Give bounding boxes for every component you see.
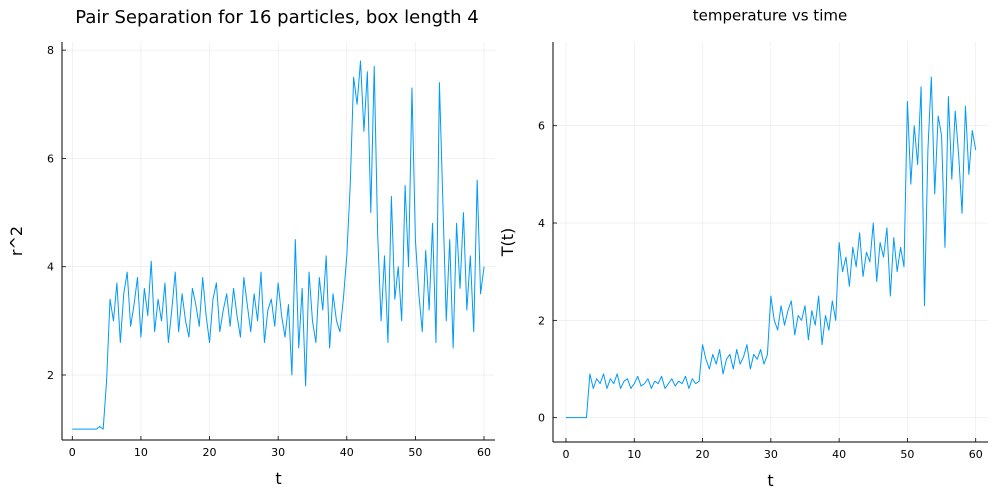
x-axis-label: t (767, 471, 773, 490)
data-line (565, 76, 977, 419)
y-axis-label: T(t) (498, 228, 517, 258)
y-tick-label: 8 (47, 44, 54, 57)
x-tick-label: 60 (969, 448, 983, 461)
y-axis-label: r^2 (7, 226, 26, 256)
x-axis-label: t (275, 469, 281, 488)
y-tick-label: 2 (47, 369, 54, 382)
y-tick-label: 6 (47, 152, 54, 165)
x-tick-label: 10 (627, 448, 641, 461)
x-tick-label: 60 (477, 446, 491, 459)
x-tick-label: 40 (832, 448, 846, 461)
x-tick-label: 20 (203, 446, 217, 459)
y-tick-label: 0 (538, 412, 545, 425)
y-tick-label: 4 (47, 261, 54, 274)
y-tick-label: 2 (538, 314, 545, 327)
chart-title: Pair Separation for 16 particles, box le… (75, 7, 478, 28)
data-line (72, 60, 485, 430)
x-tick-label: 40 (340, 446, 354, 459)
chart-title: temperature vs time (693, 7, 847, 25)
x-tick-label: 0 (69, 446, 76, 459)
x-tick-label: 10 (134, 446, 148, 459)
y-tick-label: 4 (538, 217, 545, 230)
x-tick-label: 50 (900, 448, 914, 461)
y-tick-label: 6 (538, 120, 545, 133)
x-tick-label: 50 (408, 446, 422, 459)
x-tick-label: 0 (562, 448, 569, 461)
x-tick-label: 30 (764, 448, 778, 461)
x-tick-label: 20 (696, 448, 710, 461)
x-tick-label: 30 (271, 446, 285, 459)
